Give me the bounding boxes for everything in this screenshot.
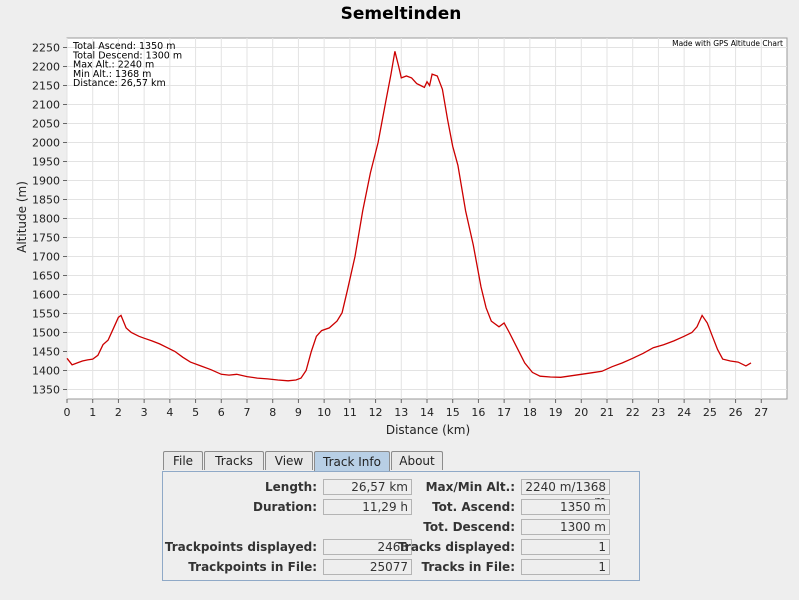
tab-view[interactable]: View	[265, 451, 313, 470]
y-tick-label: 1500	[32, 327, 60, 340]
trackpoints-file-label: Trackpoints in File:	[188, 560, 317, 574]
y-tick-label: 2050	[32, 118, 60, 131]
trackpoints-file-value: 25077	[323, 559, 412, 575]
x-tick-label: 7	[244, 406, 251, 419]
y-tick-label: 1600	[32, 289, 60, 302]
stat-line: Total Ascend: 1350 m	[72, 41, 175, 52]
y-tick-label: 1750	[32, 232, 60, 245]
x-tick-label: 21	[600, 406, 614, 419]
tab-about[interactable]: About	[391, 451, 443, 470]
grid	[66, 38, 787, 399]
x-tick-label: 5	[192, 406, 199, 419]
chart-title: Semeltinden	[341, 4, 462, 24]
x-tick-label: 10	[317, 406, 331, 419]
x-tick-label: 20	[574, 406, 588, 419]
tab-track-info[interactable]: Track Info	[314, 451, 390, 471]
duration-label: Duration:	[253, 500, 317, 514]
tracks-file-label: Tracks in File:	[421, 560, 516, 574]
tot-ascend-value: 1350 m	[521, 499, 610, 515]
stat-line: Max Alt.: 2240 m	[73, 60, 154, 71]
tot-ascend-label: Tot. Ascend:	[432, 500, 515, 514]
length-label: Length:	[265, 480, 317, 494]
y-tick-label: 2150	[32, 80, 60, 93]
y-tick-label: 1400	[32, 365, 60, 378]
max-min-alt-label: Max/Min Alt.:	[425, 480, 515, 494]
x-tick-label: 19	[549, 406, 563, 419]
x-axis: 0 1 2 3 4 5 6 7 8 9 10 11 12 13 14 15 16 17 18 19 20 21 22 23 24…	[64, 399, 768, 419]
y-tick-label: 2200	[32, 61, 60, 74]
x-tick-label: 13	[394, 406, 408, 419]
tot-descend-value: 1300 m	[521, 519, 610, 535]
trackpoints-displayed-label: Trackpoints displayed:	[164, 540, 317, 554]
stat-line: Min Alt.: 1368 m	[73, 69, 151, 80]
y-tick-label: 1550	[32, 308, 60, 321]
y-tick-label: 1950	[32, 156, 60, 169]
length-value: 26,57 km	[323, 479, 412, 495]
x-tick-label: 11	[343, 406, 357, 419]
track-info-panel: Length: 26,57 km Duration: 11,29 h Track…	[162, 471, 640, 581]
stat-line: Distance: 26,57 km	[73, 78, 166, 89]
tracks-displayed-label: Tracks displayed:	[398, 540, 515, 554]
y-tick-label: 2100	[32, 99, 60, 112]
y-tick-label: 1350	[32, 384, 60, 397]
max-min-alt-value: 2240 m/1368 m	[521, 479, 610, 508]
y-tick-label: 2250	[32, 42, 60, 55]
y-tick-label: 1850	[32, 194, 60, 207]
x-tick-label: 22	[626, 406, 640, 419]
tracks-displayed-value: 1	[521, 539, 610, 555]
x-tick-label: 18	[523, 406, 537, 419]
trackpoints-displayed-value: 2463	[323, 539, 412, 555]
credit-text: Made with GPS Altitude Chart	[672, 39, 783, 48]
x-tick-label: 0	[64, 406, 71, 419]
x-tick-label: 27	[754, 406, 768, 419]
x-tick-label: 2	[115, 406, 122, 419]
tab-file[interactable]: File	[163, 451, 203, 470]
altitude-series-line	[66, 51, 752, 382]
x-tick-label: 1	[89, 406, 96, 419]
x-tick-label: 23	[651, 406, 665, 419]
x-tick-label: 24	[677, 406, 691, 419]
y-axis: 1350 1400 1450 1500 1550 1600 1650 1700 1750 1800…	[32, 42, 67, 397]
y-tick-label: 1650	[32, 270, 60, 283]
altitude-chart: Semeltinden 1350140014501500155016001650…	[15, 4, 788, 437]
x-tick-label: 9	[295, 406, 302, 419]
y-tick-label: 1700	[32, 251, 60, 264]
y-tick-label: 1900	[32, 175, 60, 188]
x-tick-label: 15	[446, 406, 460, 419]
duration-value: 11,29 h	[323, 499, 412, 515]
x-tick-label: 12	[369, 406, 383, 419]
x-tick-label: 26	[729, 406, 743, 419]
y-tick-label: 2000	[32, 137, 60, 150]
x-tick-label: 17	[497, 406, 511, 419]
x-tick-label: 4	[166, 406, 173, 419]
y-axis-title: Altitude (m)	[15, 181, 29, 253]
tab-tracks[interactable]: Tracks	[204, 451, 264, 470]
x-tick-label: 16	[471, 406, 485, 419]
x-tick-label: 6	[218, 406, 225, 419]
x-axis-title: Distance (km)	[386, 423, 470, 437]
y-tick-label: 1800	[32, 213, 60, 226]
x-tick-label: 14	[420, 406, 434, 419]
x-tick-label: 3	[141, 406, 148, 419]
y-tick-label: 1450	[32, 346, 60, 359]
stat-line: Total Descend: 1300 m	[72, 50, 182, 61]
tot-descend-label: Tot. Descend:	[423, 520, 515, 534]
tracks-file-value: 1	[521, 559, 610, 575]
x-tick-label: 25	[703, 406, 717, 419]
x-tick-label: 8	[269, 406, 276, 419]
